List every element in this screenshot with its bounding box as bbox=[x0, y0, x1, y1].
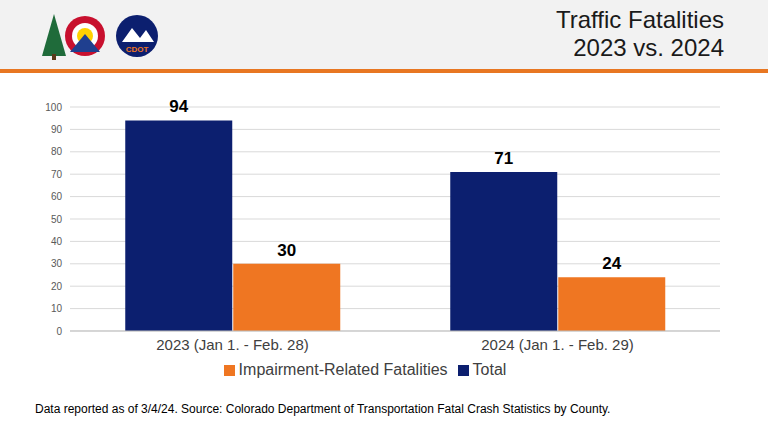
svg-text:70: 70 bbox=[51, 169, 63, 180]
svg-text:80: 80 bbox=[51, 146, 63, 157]
svg-text:50: 50 bbox=[51, 214, 63, 225]
html-text:Impairment-Related Fatalities: Impairment-Related Fatalities bbox=[238, 361, 448, 378]
svg-text:60: 60 bbox=[51, 191, 63, 202]
svg-text:0: 0 bbox=[56, 326, 62, 337]
svg-text:CDOT: CDOT bbox=[126, 45, 149, 54]
svg-text:100: 100 bbox=[45, 102, 62, 113]
svg-text:90: 90 bbox=[51, 124, 63, 135]
svg-text:20: 20 bbox=[51, 281, 63, 292]
svg-text:10: 10 bbox=[51, 303, 63, 314]
svg-text:30: 30 bbox=[51, 258, 63, 269]
svg-text:2024 (Jan 1. - Feb. 29): 2024 (Jan 1. - Feb. 29) bbox=[481, 336, 634, 353]
svg-text:30: 30 bbox=[277, 241, 296, 260]
html-text:Total: Total bbox=[472, 361, 507, 378]
html-text:2023 vs. 2024: 2023 vs. 2024 bbox=[573, 34, 724, 61]
svg-text:2023 (Jan 1. - Feb. 28): 2023 (Jan 1. - Feb. 28) bbox=[156, 336, 309, 353]
svg-text:24: 24 bbox=[602, 254, 621, 273]
svg-text:94: 94 bbox=[169, 97, 188, 116]
html-text:Traffic Fatalities: Traffic Fatalities bbox=[556, 6, 724, 33]
svg-text:40: 40 bbox=[51, 236, 63, 247]
svg-text:71: 71 bbox=[494, 149, 513, 168]
html-text:Data reported as of 3/4/24. So: Data reported as of 3/4/24. Source: Colo… bbox=[35, 402, 611, 416]
